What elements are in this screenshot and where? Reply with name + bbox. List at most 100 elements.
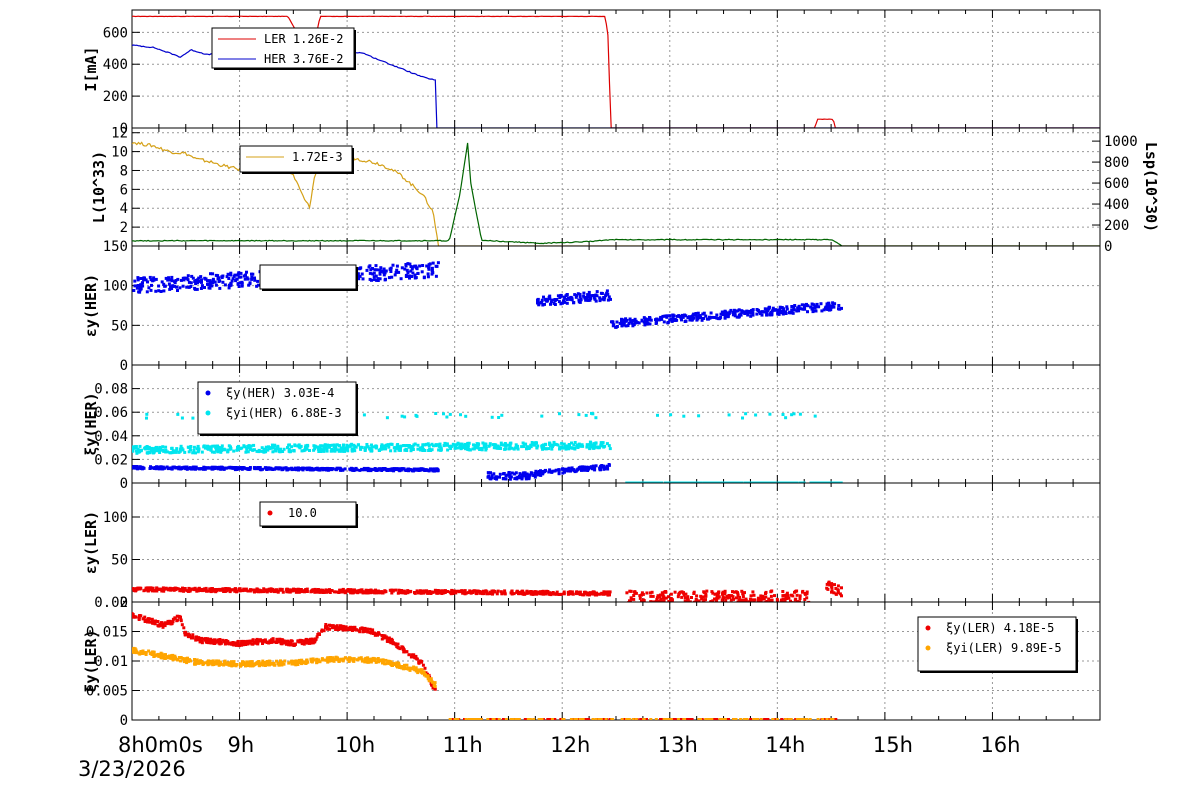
data-point [272, 467, 276, 471]
data-point [352, 468, 356, 472]
data-point [461, 591, 465, 595]
data-point [407, 444, 411, 447]
data-point [370, 630, 374, 634]
data-point [456, 589, 460, 593]
data-point [273, 640, 277, 644]
data-point [482, 592, 486, 596]
data-point [173, 284, 177, 288]
y2-tick-label: 1000 [1104, 134, 1138, 150]
data-point [740, 589, 744, 593]
data-point [407, 468, 411, 472]
data-point [413, 442, 417, 446]
data-point [394, 270, 398, 274]
data-point [293, 643, 297, 646]
data-point [487, 444, 491, 448]
data-point [603, 444, 607, 448]
data-point [270, 443, 274, 447]
data-point [256, 638, 260, 642]
data-point [229, 271, 233, 275]
data-point [286, 446, 289, 450]
data-point [302, 642, 306, 646]
data-point [205, 640, 209, 644]
data-point [540, 414, 544, 418]
data-point [577, 591, 581, 595]
data-point [160, 280, 164, 284]
data-point [798, 597, 802, 600]
data-point [741, 598, 744, 602]
data-point [372, 445, 376, 449]
data-point [654, 322, 658, 325]
data-point [358, 274, 362, 278]
data-point [556, 294, 560, 298]
data-point [406, 262, 410, 266]
data-point [213, 466, 217, 470]
data-point [520, 445, 524, 449]
data-point [711, 591, 715, 595]
data-point [836, 481, 840, 483]
data-point [730, 481, 734, 483]
data-point [154, 289, 158, 293]
data-point [651, 481, 655, 483]
data-point [787, 596, 791, 600]
data-point [570, 468, 574, 472]
data-point [401, 646, 405, 650]
data-point [198, 588, 202, 592]
data-point [186, 632, 190, 636]
data-point [287, 589, 290, 593]
data-point [401, 591, 405, 595]
data-point [598, 299, 602, 303]
data-point [601, 464, 605, 468]
data-point [369, 469, 373, 473]
data-point [400, 414, 404, 418]
data-point [588, 443, 592, 446]
data-point [583, 466, 587, 470]
data-point [236, 639, 240, 643]
data-point [707, 317, 710, 321]
data-point [663, 603, 666, 606]
data-point [408, 276, 411, 280]
data-point [162, 282, 166, 286]
data-point [147, 286, 151, 290]
data-point [648, 316, 651, 319]
data-point [558, 445, 562, 449]
data-point [392, 446, 396, 450]
data-point [318, 448, 322, 452]
data-point [296, 466, 300, 470]
data-point [409, 265, 413, 268]
data-point [445, 443, 449, 447]
data-point [387, 636, 391, 640]
data-point [336, 628, 339, 632]
data-point [838, 307, 842, 311]
data-point [265, 590, 269, 594]
data-point [163, 621, 167, 625]
data-point [654, 318, 658, 322]
data-point [378, 272, 382, 275]
data-point [230, 642, 234, 646]
data-point [331, 443, 335, 447]
data-point [306, 444, 310, 448]
data-point [143, 615, 147, 619]
data-point [582, 291, 586, 295]
data-point [587, 467, 590, 471]
data-point [768, 481, 772, 483]
data-point [791, 594, 795, 598]
data-point [553, 718, 556, 720]
data-point [536, 444, 540, 448]
data-point [133, 279, 137, 283]
data-point [683, 320, 687, 323]
data-point [282, 447, 286, 451]
data-point [540, 301, 544, 305]
data-point [582, 294, 586, 298]
data-point [366, 466, 370, 470]
data-point [229, 465, 233, 469]
data-point [481, 441, 485, 445]
data-point [192, 448, 196, 452]
data-point [443, 589, 447, 593]
data-point [360, 468, 364, 472]
data-point [690, 317, 694, 321]
data-point [566, 469, 570, 473]
data-point [490, 474, 494, 478]
data-point [418, 589, 422, 593]
data-point [411, 655, 415, 659]
